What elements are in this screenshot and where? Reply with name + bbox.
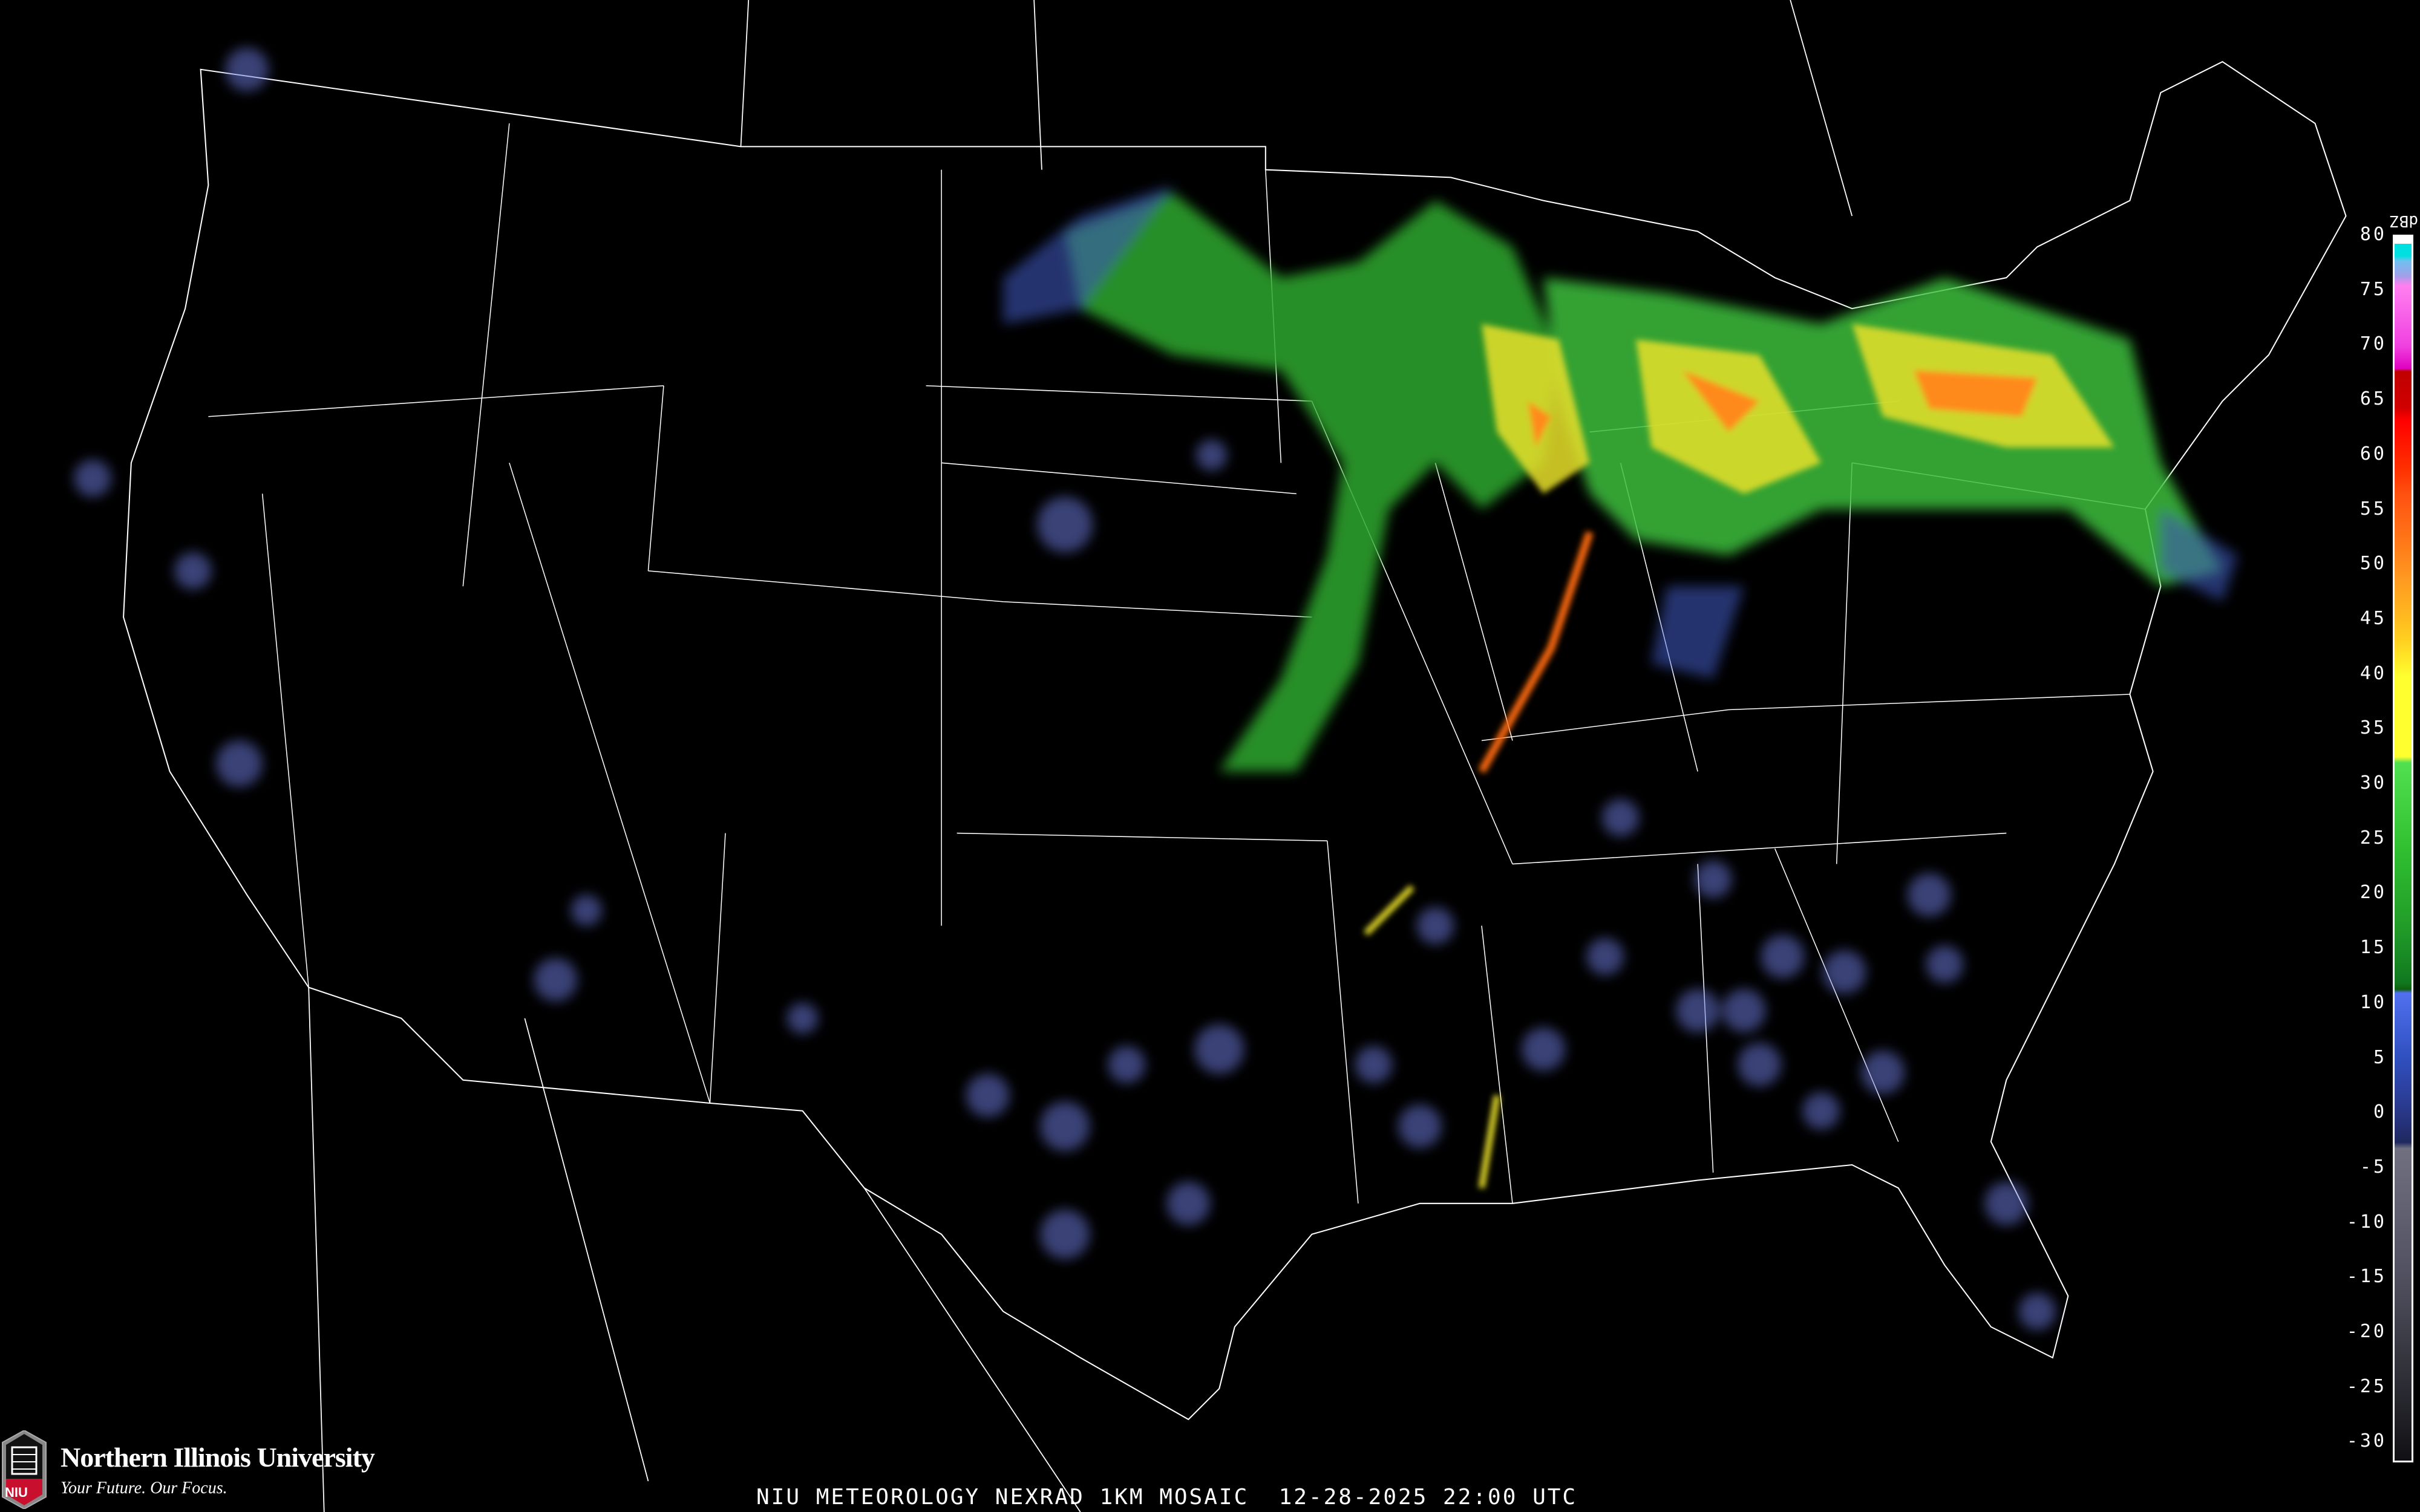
legend-label: 45 xyxy=(2360,607,2387,629)
legend-label: -15 xyxy=(2346,1266,2387,1288)
legend-unit: dBZ xyxy=(2390,212,2418,230)
echo-green-lakes xyxy=(1543,278,2223,587)
canada-mexico-borders xyxy=(308,0,1853,1512)
legend-label: 25 xyxy=(2360,827,2387,849)
legend-label: 60 xyxy=(2360,443,2387,464)
legend-label: 55 xyxy=(2360,498,2387,520)
legend-label: 80 xyxy=(2360,224,2387,245)
legend-label: -10 xyxy=(2346,1211,2387,1233)
dbz-color-legend xyxy=(2393,235,2413,1462)
niu-shield-icon xyxy=(2,1430,47,1509)
conus-outline xyxy=(123,60,2347,1421)
legend-label: -5 xyxy=(2360,1156,2387,1178)
legend-label: 75 xyxy=(2360,278,2387,300)
legend-label: -30 xyxy=(2346,1430,2387,1452)
legend-label: -25 xyxy=(2346,1375,2387,1397)
niu-logo: NIU Northern Illinois University Your Fu… xyxy=(0,1430,436,1509)
legend-label: 20 xyxy=(2360,882,2387,904)
echo-blue-fringe xyxy=(1003,185,2238,679)
clear-air-returns xyxy=(74,48,2056,1330)
legend-color-bar xyxy=(2395,236,2412,1461)
echo-green-plains xyxy=(1065,192,1559,772)
map-datetime: 12-28-2025 22:00 UTC xyxy=(1278,1485,1578,1510)
legend-label: 10 xyxy=(2360,991,2387,1013)
map-caption: NIU METEOROLOGY NEXRAD 1KM MOSAIC 12-28-… xyxy=(756,1485,1577,1510)
logo-name: Northern Illinois University xyxy=(60,1442,375,1473)
logo-abbr: NIU xyxy=(5,1485,28,1500)
legend-label: 70 xyxy=(2360,333,2387,355)
legend-label: 50 xyxy=(2360,553,2387,575)
legend-label: 35 xyxy=(2360,717,2387,739)
echo-orange-cores xyxy=(1528,370,2038,448)
logo-tagline: Your Future. Our Focus. xyxy=(60,1479,227,1497)
legend-label: -20 xyxy=(2346,1321,2387,1342)
map-title: NIU METEOROLOGY NEXRAD 1KM MOSAIC xyxy=(756,1485,1249,1510)
legend-label: 30 xyxy=(2360,772,2387,793)
legend-label: 40 xyxy=(2360,662,2387,684)
echo-squall-line xyxy=(1478,531,1594,774)
radar-echoes xyxy=(74,48,2238,1330)
legend-label: 0 xyxy=(2373,1101,2387,1123)
legend-label: 5 xyxy=(2373,1046,2387,1068)
legend-label: 65 xyxy=(2360,388,2387,410)
legend-label: 15 xyxy=(2360,937,2387,959)
